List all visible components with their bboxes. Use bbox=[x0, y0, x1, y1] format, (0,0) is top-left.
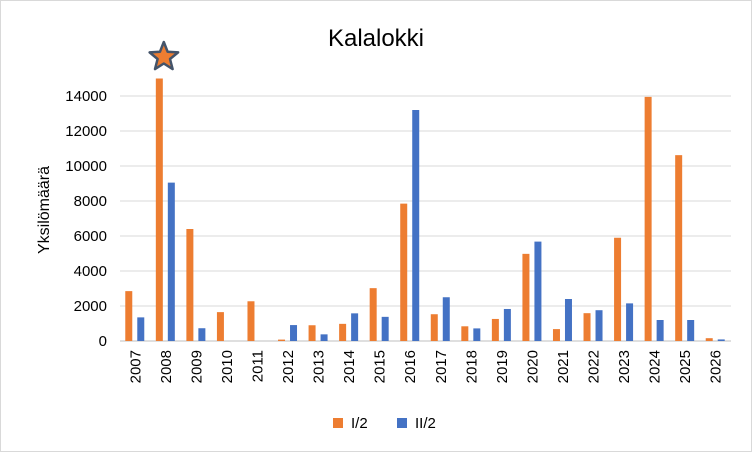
bar-II-2-2015 bbox=[381, 316, 389, 341]
bar-I-2-2017 bbox=[430, 314, 438, 341]
legend-swatch bbox=[397, 418, 407, 428]
x-tick-label: 2026 bbox=[708, 350, 725, 383]
bar-II-2-2013 bbox=[320, 334, 328, 341]
bar-II-2-2023 bbox=[626, 303, 634, 341]
bar-II-2-2021 bbox=[564, 299, 572, 341]
bar-I-2-2026 bbox=[705, 338, 713, 341]
bar-II-2-2019 bbox=[503, 308, 511, 341]
x-tick-label: 2021 bbox=[555, 350, 572, 383]
bars bbox=[125, 78, 725, 341]
chart-title: Kalalokki bbox=[328, 25, 424, 52]
bar-I-2-2025 bbox=[675, 155, 683, 341]
bar-II-2-2014 bbox=[351, 313, 359, 341]
x-tick-label: 2014 bbox=[341, 350, 358, 383]
bar-I-2-2012 bbox=[278, 339, 286, 341]
y-tick-label: 2000 bbox=[74, 298, 107, 315]
y-tick-labels: 0 2000 4000 6000 8000 10000 12000 14000 bbox=[65, 88, 107, 350]
bar-II-2-2026 bbox=[717, 339, 725, 341]
bar-II-2-2025 bbox=[687, 320, 695, 341]
legend-label: II/2 bbox=[415, 415, 436, 432]
annotation bbox=[148, 40, 180, 71]
bar-II-2-2008 bbox=[167, 182, 175, 341]
x-tick-label: 2018 bbox=[463, 350, 480, 383]
y-tick-label: 12000 bbox=[65, 123, 107, 140]
bar-I-2-2011 bbox=[247, 301, 255, 341]
y-tick-label: 14000 bbox=[65, 88, 107, 105]
y-tick-label: 0 bbox=[99, 333, 107, 350]
bar-I-2-2007 bbox=[125, 291, 133, 341]
x-tick-label: 2016 bbox=[402, 350, 419, 383]
bar-I-2-2019 bbox=[491, 318, 499, 341]
legend-label: I/2 bbox=[351, 415, 368, 432]
bar-I-2-2013 bbox=[308, 325, 316, 341]
x-tick-label: 2008 bbox=[158, 350, 175, 383]
y-axis-label: Yksilömäärä bbox=[36, 166, 53, 254]
x-tick-label: 2010 bbox=[219, 350, 236, 383]
y-tick-label: 10000 bbox=[65, 158, 107, 175]
bar-I-2-2023 bbox=[614, 237, 622, 341]
y-tick-label: 4000 bbox=[74, 263, 107, 280]
gridlines bbox=[120, 95, 731, 342]
x-tick-label: 2015 bbox=[372, 350, 389, 383]
bar-I-2-2009 bbox=[186, 229, 194, 341]
x-tick-label: 2011 bbox=[249, 350, 266, 382]
x-tick-label: 2019 bbox=[494, 350, 511, 383]
x-tick-labels: 2007 2008 2009 2010 2011 2012 2013 2014 2015 2016… bbox=[127, 350, 724, 383]
x-tick-label: 2009 bbox=[188, 350, 205, 383]
x-tick-label: 2007 bbox=[127, 350, 144, 383]
x-tick-label: 2020 bbox=[524, 350, 541, 383]
x-tick-label: 2023 bbox=[616, 350, 633, 383]
bar-II-2-2022 bbox=[595, 310, 603, 341]
x-tick-label: 2017 bbox=[433, 350, 450, 383]
star-icon bbox=[148, 40, 180, 71]
bar-II-2-2009 bbox=[198, 328, 206, 341]
bar-I-2-2018 bbox=[461, 326, 469, 341]
bar-II-2-2012 bbox=[290, 325, 298, 341]
x-tick-label: 2022 bbox=[586, 350, 603, 383]
x-tick-label: 2024 bbox=[647, 350, 664, 383]
bar-I-2-2008 bbox=[155, 78, 163, 341]
bar-I-2-2016 bbox=[400, 203, 408, 341]
x-tick-label: 2012 bbox=[280, 350, 297, 383]
legend-swatch bbox=[333, 418, 343, 428]
bar-I-2-2015 bbox=[369, 288, 377, 341]
bar-II-2-2016 bbox=[412, 110, 420, 341]
bar-I-2-2022 bbox=[583, 313, 591, 341]
bar-II-2-2017 bbox=[442, 297, 450, 341]
y-tick-label: 6000 bbox=[74, 228, 107, 245]
bar-II-2-2020 bbox=[534, 241, 542, 341]
bar-II-2-2024 bbox=[656, 320, 664, 341]
bar-I-2-2014 bbox=[339, 323, 347, 341]
bar-I-2-2024 bbox=[644, 96, 652, 341]
y-tick-label: 8000 bbox=[74, 193, 107, 210]
x-tick-label: 2025 bbox=[677, 350, 694, 383]
legend: I/2 II/2 bbox=[333, 415, 436, 432]
bar-I-2-2020 bbox=[522, 253, 530, 341]
bar-I-2-2021 bbox=[552, 329, 560, 341]
x-tick-label: 2013 bbox=[311, 350, 328, 383]
bar-I-2-2010 bbox=[216, 312, 224, 341]
bar-II-2-2018 bbox=[473, 328, 481, 341]
bar-II-2-2007 bbox=[137, 317, 145, 341]
